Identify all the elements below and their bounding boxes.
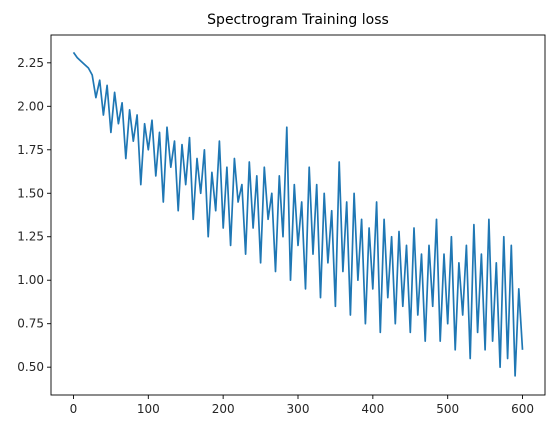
y-tick-label: 0.50 [17, 360, 44, 374]
y-tick-label: 0.75 [17, 317, 44, 331]
y-tick-label: 2.25 [17, 56, 44, 70]
x-tick-label: 100 [137, 402, 160, 416]
x-tick-label: 500 [436, 402, 459, 416]
y-tick-label: 1.00 [17, 273, 44, 287]
series-line-0 [72, 51, 524, 377]
x-tick-label: 600 [511, 402, 534, 416]
x-tick-label: 400 [361, 402, 384, 416]
chart-title: Spectrogram Training loss [207, 12, 389, 28]
y-tick-label: 1.50 [17, 186, 44, 200]
y-tick-label: 1.25 [17, 230, 44, 244]
y-tick-label: 1.75 [17, 143, 44, 157]
plot-area: 0 100 200 300 400 500 600 0.50 0.75 1.00 1.25 1.50 1… [17, 34, 546, 416]
x-tick-label: 200 [212, 402, 235, 416]
x-tick-label: 0 [70, 402, 78, 416]
x-tick-label: 300 [287, 402, 310, 416]
y-tick-label: 2.00 [17, 99, 44, 113]
